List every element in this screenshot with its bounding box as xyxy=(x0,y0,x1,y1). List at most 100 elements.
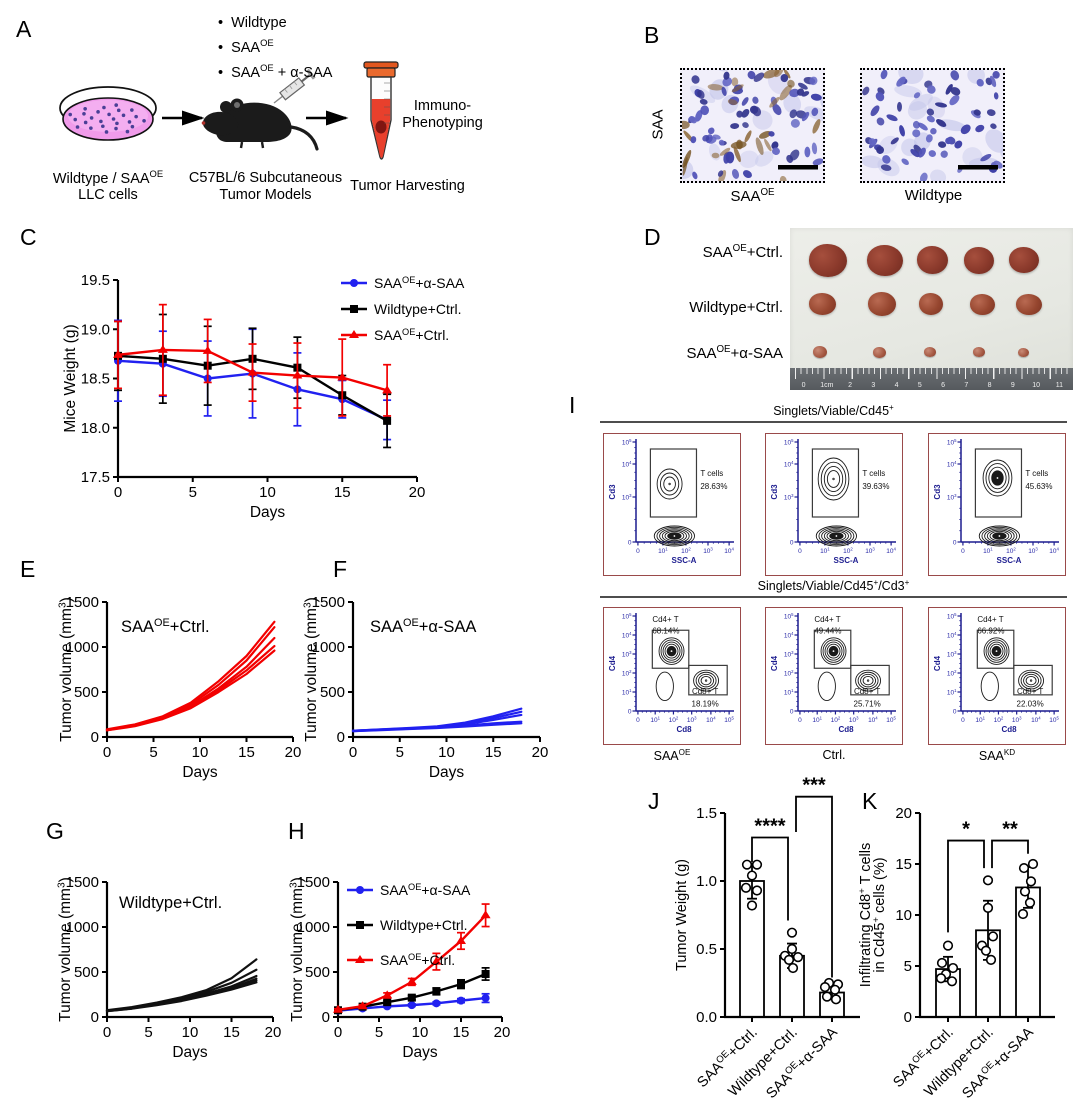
svg-text:104: 104 xyxy=(947,631,957,639)
svg-text:104: 104 xyxy=(947,460,957,468)
ruler-number: 7 xyxy=(964,382,969,389)
caption-line: LLC cells xyxy=(78,187,138,204)
svg-text:10: 10 xyxy=(192,744,209,761)
svg-text:102: 102 xyxy=(994,716,1004,724)
svg-text:17.5: 17.5 xyxy=(81,469,110,486)
svg-text:66.92%: 66.92% xyxy=(977,626,1004,635)
bullet-icon xyxy=(218,15,231,31)
tumor xyxy=(872,346,886,358)
caption-tumor-harvesting: Tumor Harvesting xyxy=(330,178,485,195)
flow-plot-tcells-1: 105 104 103 0 0 101 102 103 104 Cd3 SSC-A T cells 28… xyxy=(603,433,741,576)
svg-text:105: 105 xyxy=(622,438,632,446)
svg-text:15: 15 xyxy=(223,1024,240,1041)
svg-text:104: 104 xyxy=(622,460,632,468)
tumor xyxy=(973,347,985,357)
svg-text:0: 0 xyxy=(961,548,965,555)
svg-text:Days: Days xyxy=(429,764,465,781)
svg-text:10: 10 xyxy=(412,1024,429,1041)
svg-text:105: 105 xyxy=(724,716,734,724)
svg-text:1000: 1000 xyxy=(312,639,345,656)
svg-text:1000: 1000 xyxy=(66,639,99,656)
svg-text:104: 104 xyxy=(868,716,878,724)
svg-text:0: 0 xyxy=(790,540,794,547)
svg-text:5: 5 xyxy=(144,1024,152,1041)
flow-art: 105 104 103 102 101 00 101 102 103 104 105 Cd4 Cd8 Cd… xyxy=(770,612,897,734)
svg-text:**: ** xyxy=(1002,819,1018,841)
svg-text:5: 5 xyxy=(189,484,197,501)
tumor-row-label-3: SAAOE+α-SAA xyxy=(686,344,783,362)
flow-art: 105 104 103 00 101 102 103 104 Cd3 SSC-A T cells 28… xyxy=(608,438,735,565)
svg-text:10: 10 xyxy=(895,907,912,924)
svg-text:103: 103 xyxy=(622,650,632,658)
svg-text:104: 104 xyxy=(886,547,896,555)
tumor xyxy=(867,244,903,276)
svg-text:1500: 1500 xyxy=(312,594,345,611)
svg-text:20: 20 xyxy=(532,744,549,761)
svg-text:Days: Days xyxy=(172,1044,208,1061)
svg-text:0: 0 xyxy=(334,1024,342,1041)
tumor xyxy=(1016,293,1042,315)
svg-text:in Cd45+ cells (%): in Cd45+ cells (%) xyxy=(871,857,888,972)
svg-text:10: 10 xyxy=(182,1024,199,1041)
svg-text:0: 0 xyxy=(953,540,957,547)
svg-text:SSC-A: SSC-A xyxy=(672,556,697,565)
svg-text:Cd4+ T: Cd4+ T xyxy=(652,615,678,624)
svg-text:SAAOE+α-SAA: SAAOE+α-SAA xyxy=(959,1023,1038,1102)
svg-text:1500: 1500 xyxy=(66,594,99,611)
svg-text:***: *** xyxy=(802,775,826,797)
svg-text:Tumor volume (mm3): Tumor volume (mm3) xyxy=(56,877,74,1022)
svg-text:500: 500 xyxy=(74,684,99,701)
svg-text:Cd8+ T: Cd8+ T xyxy=(692,687,718,696)
svg-text:SSC-A: SSC-A xyxy=(834,556,859,565)
panel-label-h: H xyxy=(288,818,305,844)
panel-label-b: B xyxy=(644,22,660,48)
svg-text:Cd3: Cd3 xyxy=(770,484,779,500)
svg-text:0: 0 xyxy=(798,548,802,555)
svg-text:Cd8: Cd8 xyxy=(1001,725,1017,734)
ruler-number: 11 xyxy=(1055,382,1064,389)
panel-label-k: K xyxy=(862,788,878,814)
ihc-label-saaoe: SAAOE xyxy=(730,187,775,205)
ruler-number: 8 xyxy=(987,382,992,389)
svg-text:Cd3: Cd3 xyxy=(933,484,942,500)
caption-immunophenotyping: Immuno- Phenotyping xyxy=(380,98,505,131)
svg-text:25.71%: 25.71% xyxy=(854,699,881,708)
flow-plot-cd4cd8-saaoe: 105 104 103 102 101 0 0 101 102 103 104 105 Cd4 Cd8 Cd… xyxy=(603,607,741,745)
svg-text:18.0: 18.0 xyxy=(81,420,110,437)
panel-label-f: F xyxy=(333,556,348,582)
svg-text:Cd3: Cd3 xyxy=(608,484,617,500)
caption-line: Tumor Models xyxy=(219,186,312,203)
bullet-icon xyxy=(218,65,231,81)
svg-text:105: 105 xyxy=(784,438,794,446)
svg-text:0: 0 xyxy=(91,729,99,746)
ihc-image-wildtype xyxy=(860,68,1005,183)
svg-text:19.0: 19.0 xyxy=(81,321,110,338)
svg-text:105: 105 xyxy=(886,716,896,724)
svg-text:SAAOE+α-SAA: SAAOE+α-SAA xyxy=(370,617,476,636)
ruler: 0 1cm 2 3 4 5 6 7 8 9 10 11 xyxy=(790,368,1073,390)
svg-text:103: 103 xyxy=(947,650,957,658)
svg-text:105: 105 xyxy=(784,612,794,620)
svg-text:105: 105 xyxy=(947,438,957,446)
svg-text:104: 104 xyxy=(706,716,716,724)
svg-text:T cells: T cells xyxy=(862,469,885,478)
panel-label-a: A xyxy=(16,16,32,42)
svg-text:10: 10 xyxy=(259,484,276,501)
svg-text:****: **** xyxy=(754,815,785,837)
svg-text:103: 103 xyxy=(622,493,632,501)
svg-text:102: 102 xyxy=(784,669,794,677)
caption-line: C57BL/6 Subcutaneous xyxy=(188,170,343,186)
tumor xyxy=(916,246,948,274)
svg-text:1000: 1000 xyxy=(297,919,330,936)
panel-label-j: J xyxy=(648,788,660,814)
svg-text:20: 20 xyxy=(494,1024,511,1041)
svg-text:0: 0 xyxy=(961,717,965,724)
svg-text:102: 102 xyxy=(947,669,957,677)
ihc-image-saaoe xyxy=(680,68,825,183)
svg-text:103: 103 xyxy=(947,493,957,501)
svg-text:101: 101 xyxy=(947,688,957,696)
ruler-number: 0 xyxy=(801,382,806,389)
svg-text:0.5: 0.5 xyxy=(696,941,717,958)
caption-line: Tumor Harvesting xyxy=(350,178,465,194)
svg-text:104: 104 xyxy=(784,631,794,639)
